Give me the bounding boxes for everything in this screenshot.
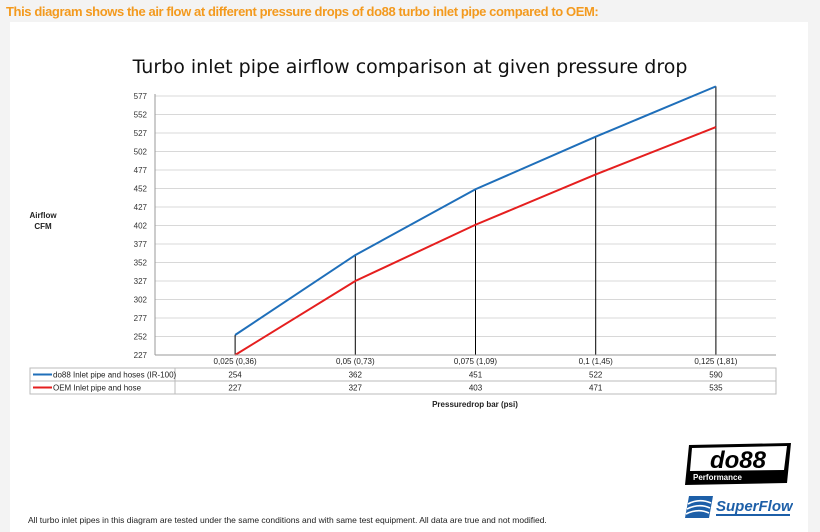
content-panel (10, 22, 808, 532)
table-cell: 254 (228, 371, 242, 380)
x-tick-label: 0,075 (1,09) (454, 357, 497, 366)
x-tick-label: 0,125 (1,81) (694, 357, 737, 366)
x-axis-label: Pressuredrop bar (psi) (432, 400, 518, 409)
y-tick-label: 527 (134, 129, 148, 138)
svg-text:SuperFlow: SuperFlow (716, 498, 793, 515)
y-tick-label: 227 (134, 351, 148, 360)
table-cell: 590 (709, 371, 723, 380)
table-cell: 471 (589, 384, 603, 393)
y-tick-label: 327 (134, 277, 148, 286)
table-cell: 522 (589, 371, 603, 380)
y-tick-label: 402 (134, 222, 148, 231)
svg-text:Performance: Performance (693, 473, 742, 482)
y-tick-label: 352 (134, 259, 148, 268)
x-tick-label: 0,05 (0,73) (336, 357, 375, 366)
x-tick-label: 0,025 (0,36) (214, 357, 257, 366)
y-tick-label: 552 (134, 111, 148, 120)
legend-label: OEM Inlet pipe and hose (53, 384, 142, 393)
y-axis-label-line1: Airflow (29, 211, 57, 220)
table-cell: 451 (469, 371, 483, 380)
legend-label: do88 Inlet pipe and hoses (IR-100) (53, 371, 177, 380)
y-tick-label: 252 (134, 333, 148, 342)
y-tick-label: 452 (134, 185, 148, 194)
table-cell: 403 (469, 384, 483, 393)
svg-text:do88: do88 (710, 447, 767, 474)
y-axis-label-line2: CFM (34, 222, 52, 231)
footer-note: All turbo inlet pipes in this diagram ar… (28, 515, 547, 525)
superflow-logo: SuperFlow (685, 496, 793, 518)
y-tick-label: 502 (134, 148, 148, 157)
chart-title: Turbo inlet pipe airflow comparison at g… (132, 56, 688, 78)
table-cell: 535 (709, 384, 723, 393)
y-tick-label: 477 (134, 166, 148, 175)
page-heading: This diagram shows the air flow at diffe… (6, 4, 599, 19)
y-tick-label: 427 (134, 203, 148, 212)
x-tick-label: 0,1 (1,45) (579, 357, 614, 366)
y-tick-label: 377 (134, 240, 148, 249)
table-cell: 327 (349, 384, 363, 393)
y-axis-label: Airflow CFM (28, 210, 58, 232)
table-cell: 227 (228, 384, 242, 393)
table-cell: 362 (349, 371, 363, 380)
y-tick-label: 277 (134, 314, 148, 323)
do88-logo: do88 Performance (685, 443, 791, 485)
y-tick-label: 577 (134, 92, 148, 101)
y-tick-label: 302 (134, 296, 148, 305)
